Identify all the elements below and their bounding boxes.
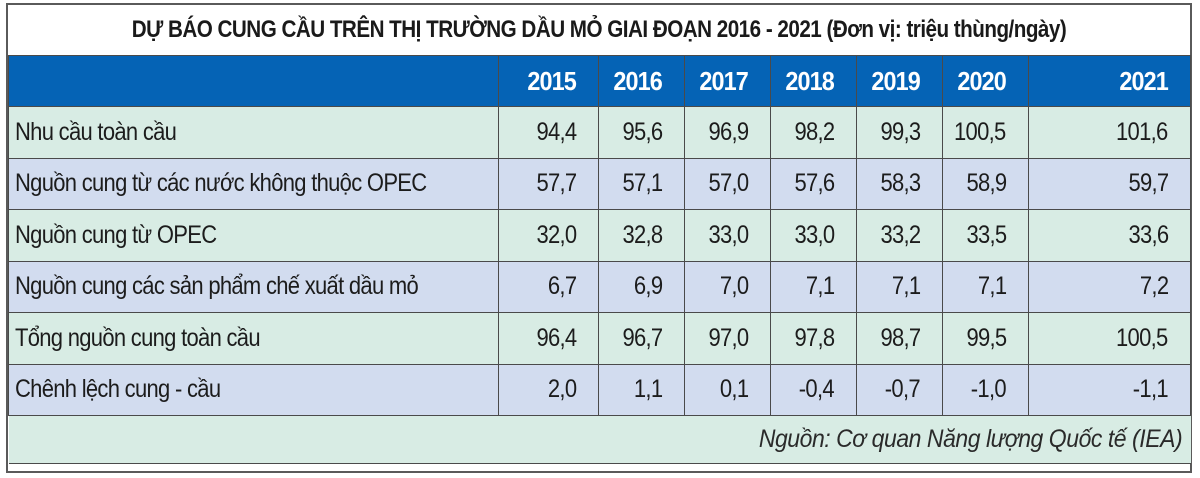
table-cell: 100,5 [1028,312,1191,365]
table-cell: 95,6 [598,106,685,159]
table-cell: 58,3 [856,157,943,210]
table-cell: 59,7 [1028,157,1191,210]
table-cell: 98,7 [856,312,943,365]
table-row-non-opec-supply: Nguồn cung từ các nước không thuộc OPEC … [8,157,1191,210]
table-cell: 0,1 [684,363,771,416]
row-label: Tổng nguồn cung toàn cầu [8,312,499,365]
table-cell: 32,0 [498,209,599,262]
table-cell: 33,5 [942,209,1029,262]
table-row-refined-products-supply: Nguồn cung các sản phẩm chế xuất dầu mỏ … [8,260,1191,313]
table-cell: 32,8 [598,209,685,262]
row-label: Nguồn cung các sản phẩm chế xuất dầu mỏ [8,260,499,313]
table-row-global-demand: Nhu cầu toàn cầu 94,4 95,6 96,9 98,2 99,… [8,106,1191,159]
table-cell: 33,0 [770,209,857,262]
table-cell: 96,4 [498,312,599,365]
header-year-2018: 2018 [770,55,857,107]
table-cell: -0,4 [770,363,857,416]
table-cell: 57,0 [684,157,771,210]
table-cell: 98,2 [770,106,857,159]
row-label: Nhu cầu toàn cầu [8,106,499,159]
table-cell: 101,6 [1028,106,1191,159]
table-cell: -0,7 [856,363,943,416]
table-cell: 58,9 [942,157,1029,210]
header-year-2021: 2021 [1028,55,1191,107]
table-cell: 57,6 [770,157,857,210]
table-frame: DỰ BÁO CUNG CẦU TRÊN THỊ TRƯỜNG DẦU MỎ G… [6,3,1192,473]
table-cell: 33,6 [1028,209,1191,262]
row-label: Chênh lệch cung - cầu [8,363,499,416]
supply-demand-table: 2015 2016 2017 2018 2019 2020 2021 Nhu c… [8,55,1191,464]
source-note: Nguồn: Cơ quan Năng lượng Quốc tế (IEA) [8,415,1191,464]
header-blank-cell [8,55,499,107]
table-cell: 94,4 [498,106,599,159]
source-row: Nguồn: Cơ quan Năng lượng Quốc tế (IEA) [8,415,1191,464]
header-year-2016: 2016 [598,55,685,107]
table-cell: 2,0 [498,363,599,416]
table-cell: 97,8 [770,312,857,365]
table-cell: 1,1 [598,363,685,416]
table-title: DỰ BÁO CUNG CẦU TRÊN THỊ TRƯỜNG DẦU MỎ G… [131,16,1067,43]
table-cell: 33,0 [684,209,771,262]
table-cell: 100,5 [942,106,1029,159]
header-year-2015: 2015 [498,55,599,107]
header-year-2019: 2019 [856,55,943,107]
table-row-total-supply: Tổng nguồn cung toàn cầu 96,4 96,7 97,0 … [8,312,1191,365]
table-cell: 57,7 [498,157,599,210]
table-row-supply-demand-gap: Chênh lệch cung - cầu 2,0 1,1 0,1 -0,4 -… [8,363,1191,416]
table-cell: -1,1 [1028,363,1191,416]
table-cell: 99,5 [942,312,1029,365]
table-cell: 7,2 [1028,260,1191,313]
table-cell: 99,3 [856,106,943,159]
table-cell: 33,2 [856,209,943,262]
header-year-2020: 2020 [942,55,1029,107]
header-row: 2015 2016 2017 2018 2019 2020 2021 [8,55,1191,107]
header-year-2017: 2017 [684,55,771,107]
table-cell: 97,0 [684,312,771,365]
table-cell: 7,1 [942,260,1029,313]
table-cell: 6,7 [498,260,599,313]
table-cell: 96,9 [684,106,771,159]
table-cell: 7,0 [684,260,771,313]
table-cell: 96,7 [598,312,685,365]
table-row-opec-supply: Nguồn cung từ OPEC 32,0 32,8 33,0 33,0 3… [8,209,1191,262]
table-cell: 7,1 [856,260,943,313]
table-cell: 6,9 [598,260,685,313]
table-cell: -1,0 [942,363,1029,416]
table-cell: 57,1 [598,157,685,210]
row-label: Nguồn cung từ OPEC [8,209,499,262]
row-label: Nguồn cung từ các nước không thuộc OPEC [8,157,499,210]
table-cell: 7,1 [770,260,857,313]
